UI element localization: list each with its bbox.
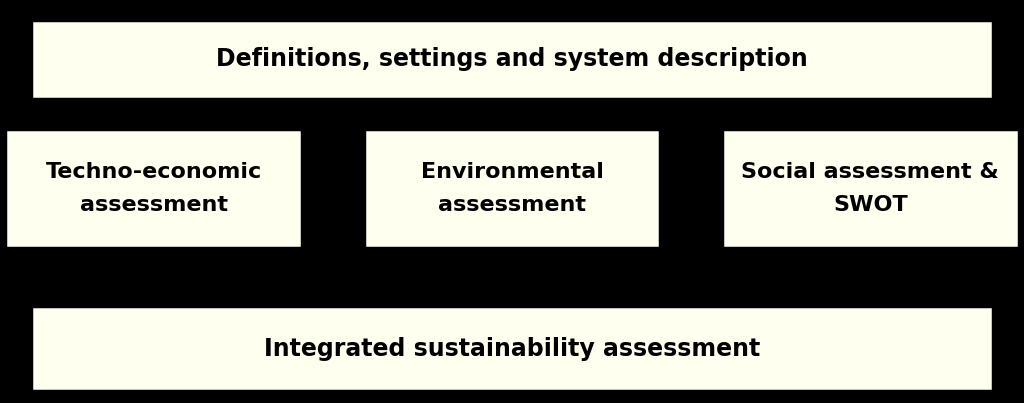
FancyBboxPatch shape [31, 306, 993, 391]
Text: Environmental
assessment: Environmental assessment [421, 162, 603, 215]
Text: Integrated sustainability assessment: Integrated sustainability assessment [264, 337, 760, 361]
Text: Social assessment &
SWOT: Social assessment & SWOT [741, 162, 999, 215]
FancyBboxPatch shape [364, 129, 660, 248]
Text: Techno-economic
assessment: Techno-economic assessment [45, 162, 262, 215]
FancyBboxPatch shape [31, 20, 993, 99]
FancyBboxPatch shape [722, 129, 1019, 248]
FancyBboxPatch shape [5, 129, 302, 248]
Text: Definitions, settings and system description: Definitions, settings and system descrip… [216, 48, 808, 71]
